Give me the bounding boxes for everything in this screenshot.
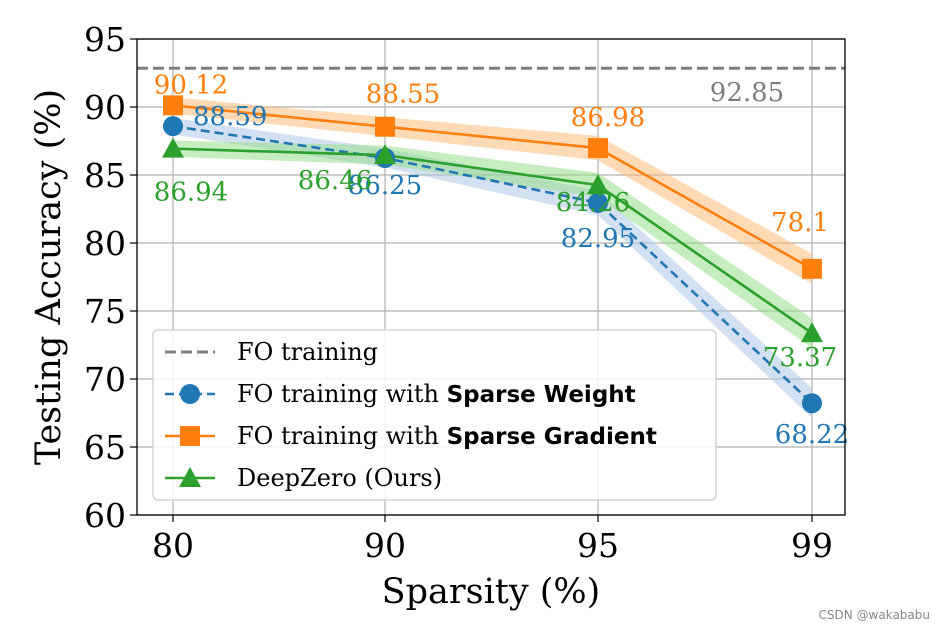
x-tick-label: 80	[152, 526, 194, 565]
x-tick-label: 90	[364, 526, 406, 565]
axis-ticks: 60 65 70 75 80 85 90 95 80 90 95 99	[84, 20, 833, 565]
y-tick-label: 90	[84, 88, 126, 127]
sparse-gradient-marker	[802, 258, 822, 279]
y-tick-label: 70	[84, 360, 126, 399]
legend-box	[152, 329, 717, 501]
deepzero-marker	[162, 137, 184, 158]
legend-entry: FO training	[237, 338, 378, 366]
y-tick-label: 80	[84, 224, 126, 263]
plot-frame	[136, 38, 846, 516]
sparse-weight-value-label: 86.25	[348, 171, 422, 201]
deepzero-line	[172, 147, 813, 335]
sparse-gradient-marker	[588, 138, 608, 159]
y-tick-label: 95	[84, 20, 126, 59]
y-tick-label: 65	[84, 428, 126, 467]
legend-marker	[180, 384, 200, 404]
y-axis-title: Testing Accuracy (%)	[29, 89, 69, 465]
legend-entry: FO training with Sparse Weight	[237, 380, 636, 408]
sparse-weight-line	[172, 124, 813, 405]
fo-training-value-label: 92.85	[710, 78, 784, 108]
legend-entry: DeepZero (Ours)	[237, 464, 442, 492]
sparse-weight-marker	[588, 192, 608, 213]
series-markers	[162, 95, 823, 414]
legend-marker	[180, 426, 200, 446]
legend-entry-bold: Sparse Weight	[447, 382, 636, 408]
series-lines	[172, 104, 813, 405]
legend-marker	[179, 467, 201, 487]
deepzero-marker	[587, 174, 609, 195]
sparse-weight-marker	[802, 393, 822, 414]
sparse-gradient-line	[172, 104, 813, 270]
x-tick-label: 95	[577, 526, 619, 565]
sparse-gradient-value-label: 78.1	[771, 208, 829, 238]
sparse-gradient-marker	[163, 95, 183, 116]
sparse-gradient-marker	[375, 116, 395, 137]
sparse-weight-value-label: 88.59	[193, 102, 267, 132]
x-tick-label: 99	[791, 526, 833, 565]
deepzero-marker	[374, 144, 396, 165]
deepzero-value-label: 73.37	[763, 343, 837, 373]
legend: FO training FO training with Sparse Weigh…	[152, 329, 717, 501]
watermark: CSDN @wakababu	[818, 608, 930, 622]
deepzero-value-label: 86.94	[154, 178, 228, 208]
legend-entry-bold: Sparse Gradient	[447, 424, 657, 450]
y-tick-label: 75	[84, 292, 126, 331]
sparse-gradient-band	[173, 97, 812, 284]
x-axis-title: Sparsity (%)	[382, 572, 601, 612]
y-tick-label: 60	[84, 496, 126, 535]
legend-entry: FO training with Sparse Gradient	[237, 422, 657, 450]
y-tick-label: 85	[84, 156, 126, 195]
deepzero-marker	[801, 322, 823, 343]
sparse-weight-value-label: 82.95	[561, 224, 635, 254]
sparse-weight-marker	[163, 116, 183, 137]
deepzero-value-label: 86.46	[298, 166, 372, 196]
sparse-gradient-value-label: 86.98	[571, 103, 645, 133]
data-labels: 88.59 86.25 82.95 68.22 90.12 88.55 86.98 78.1 8…	[154, 70, 849, 450]
sparse-weight-value-label: 68.22	[775, 420, 849, 450]
deepzero-value-label: 84.26	[556, 188, 630, 218]
sparse-gradient-value-label: 90.12	[154, 70, 228, 100]
sparse-gradient-value-label: 88.55	[366, 80, 440, 110]
